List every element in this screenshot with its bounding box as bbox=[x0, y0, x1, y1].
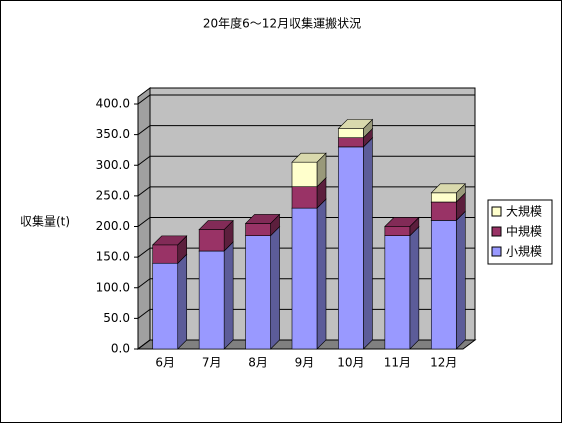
bar bbox=[291, 161, 318, 187]
bar-side bbox=[177, 253, 188, 350]
x-tick-label: 8月 bbox=[248, 356, 268, 370]
y-tick-label: 200.0 bbox=[96, 219, 130, 233]
bar-top bbox=[430, 183, 467, 194]
bar bbox=[430, 201, 457, 221]
bar-side bbox=[409, 225, 420, 350]
x-tick-label: 6月 bbox=[155, 356, 175, 370]
bar bbox=[291, 207, 318, 350]
x-tick-label: 10月 bbox=[337, 356, 364, 370]
legend-label: 大規模 bbox=[506, 204, 542, 219]
grid-line-side bbox=[137, 278, 151, 289]
x-tick-label: 11月 bbox=[384, 356, 411, 370]
grid-line-side bbox=[137, 339, 151, 350]
bar bbox=[338, 146, 364, 350]
bar bbox=[338, 137, 364, 148]
bar-side bbox=[316, 198, 327, 350]
legend-swatch bbox=[491, 206, 502, 217]
y-tick-label: 250.0 bbox=[96, 188, 130, 202]
grid-line-side bbox=[137, 94, 151, 105]
grid-line-side bbox=[137, 217, 151, 227]
y-tick-label: 300.0 bbox=[96, 158, 130, 172]
y-tick-label: 100.0 bbox=[96, 280, 130, 294]
x-tick-label: 12月 bbox=[430, 356, 457, 370]
bar bbox=[430, 220, 457, 350]
grid-line-side bbox=[137, 308, 151, 319]
bar bbox=[198, 229, 225, 252]
bar bbox=[245, 223, 271, 236]
bar bbox=[338, 128, 364, 138]
bar-top bbox=[151, 235, 188, 246]
grid-line-side bbox=[137, 155, 151, 166]
bar-side bbox=[223, 241, 234, 350]
bar-side bbox=[455, 210, 466, 350]
y-tick-label: 50.0 bbox=[103, 311, 130, 325]
legend-swatch bbox=[491, 226, 502, 237]
bar-top bbox=[244, 214, 281, 224]
bar bbox=[291, 186, 318, 209]
y-axis-label: 収集量(t) bbox=[20, 214, 70, 229]
bar bbox=[152, 262, 179, 350]
bar bbox=[430, 192, 457, 203]
x-tick-label: 7月 bbox=[202, 356, 222, 370]
legend-swatch bbox=[491, 246, 502, 257]
grid-line-side bbox=[137, 186, 151, 197]
y-tick-label: 150.0 bbox=[96, 250, 130, 264]
bar-top bbox=[291, 152, 327, 163]
bar-top bbox=[384, 217, 420, 227]
bar-side bbox=[270, 225, 280, 350]
y-tick-label: 350.0 bbox=[96, 127, 130, 141]
legend-label: 小規模 bbox=[506, 244, 542, 259]
bar-top bbox=[198, 220, 234, 230]
bar bbox=[384, 226, 411, 236]
bar bbox=[384, 235, 411, 350]
x-tick-label: 9月 bbox=[295, 356, 315, 370]
bar-top bbox=[337, 119, 374, 129]
chart-title: 20年度6～12月収集運搬状況 bbox=[203, 16, 361, 31]
bar bbox=[245, 235, 271, 350]
bar bbox=[152, 244, 179, 264]
legend-label: 中規模 bbox=[506, 224, 542, 239]
y-tick-label: 0.0 bbox=[111, 342, 130, 356]
grid-line-side bbox=[137, 125, 151, 136]
bar-side bbox=[363, 137, 373, 350]
y-tick-label: 400.0 bbox=[96, 97, 130, 111]
grid-line-side bbox=[137, 247, 151, 258]
bar bbox=[198, 250, 225, 350]
